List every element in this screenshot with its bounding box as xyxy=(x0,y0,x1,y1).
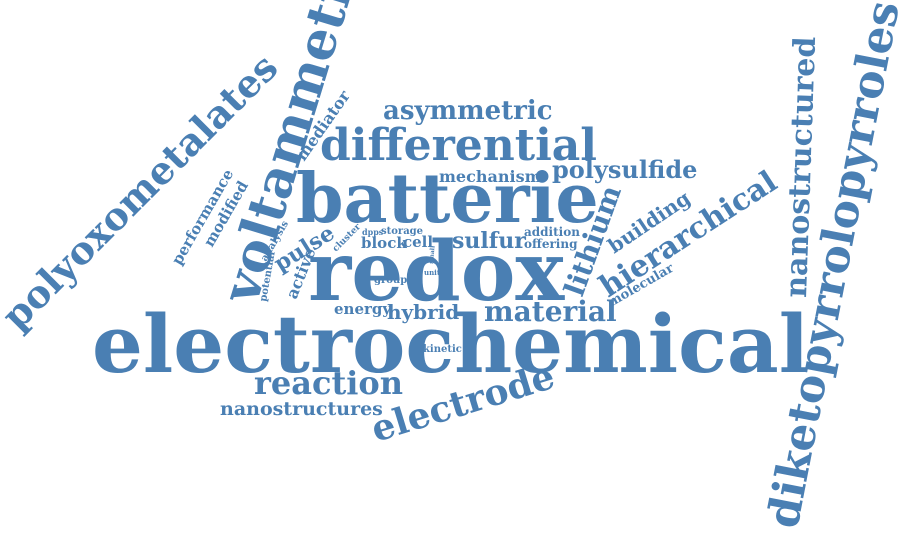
word-diketopyrrolopyrroles: diketopyrrolopyrroles xyxy=(758,0,900,532)
word-differential: differential xyxy=(320,120,597,171)
word-group: group xyxy=(374,275,407,286)
word-sulfur: sulfur xyxy=(452,228,526,254)
word-offering: offering xyxy=(524,237,578,251)
word-electrochemical: electrochemical xyxy=(92,297,809,391)
word-polysulfide: polysulfide xyxy=(552,155,697,184)
word-redox: redox xyxy=(308,224,565,320)
word-unit: unit xyxy=(424,268,441,277)
word-cell: cell xyxy=(403,233,433,251)
word-storage: storage xyxy=(381,226,423,237)
word-reaction: reaction xyxy=(254,364,403,402)
word-material: material xyxy=(484,295,617,328)
word-dpps: dpps xyxy=(362,227,384,237)
word-hybrid: hybrid xyxy=(387,300,459,324)
word-mechanism: mechanism xyxy=(439,167,542,186)
word-asymmetric: asymmetric xyxy=(383,96,553,126)
word-nanostructures: nanostructures xyxy=(220,398,383,420)
word-addition: addition xyxy=(524,225,580,239)
word-batterie: batterie xyxy=(296,159,599,239)
word-energy: energy xyxy=(334,300,392,318)
word-kinetic: kinetic xyxy=(423,344,462,355)
word-small: small xyxy=(428,245,437,264)
word-block: block xyxy=(361,234,407,252)
